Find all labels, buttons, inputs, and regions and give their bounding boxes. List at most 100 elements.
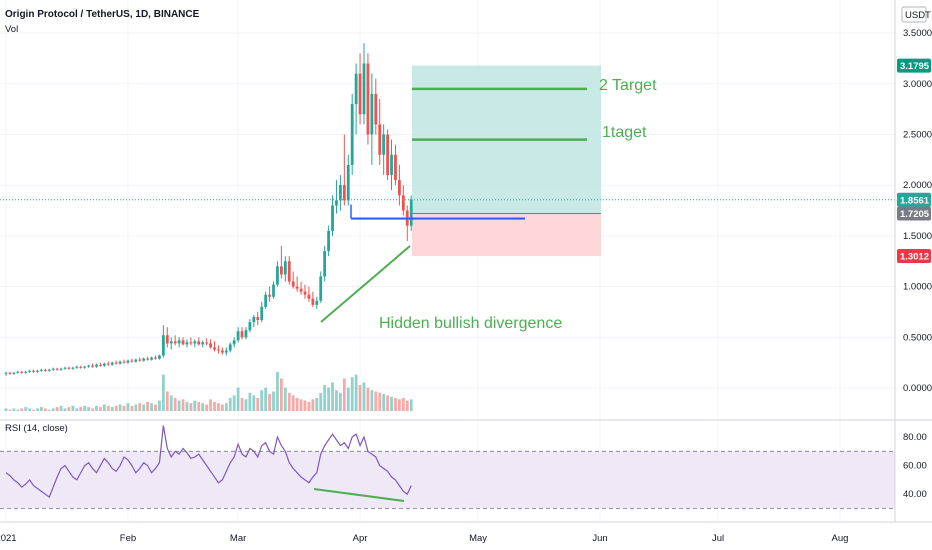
price-tick-label: 0.5000 <box>903 332 932 343</box>
volume-bar <box>232 395 236 411</box>
candle-body <box>118 361 122 364</box>
candle-body <box>386 134 389 176</box>
candle-body <box>342 185 346 201</box>
time-tick-label: Jun <box>592 533 607 544</box>
candle-body <box>236 331 240 341</box>
candle-body <box>354 73 358 105</box>
volume-bar <box>362 382 366 411</box>
currency-badge[interactable] <box>901 6 927 23</box>
candle-body <box>295 286 299 289</box>
volume-bar <box>248 392 252 411</box>
volume-bar <box>370 390 374 411</box>
candle-body <box>338 185 342 201</box>
candle-body <box>209 343 212 348</box>
candle-body <box>217 349 220 351</box>
candle-body <box>91 365 94 367</box>
candle-body <box>75 366 79 368</box>
volume-bar <box>79 407 83 411</box>
volume-bar <box>295 398 299 411</box>
volume-bar <box>276 372 279 411</box>
volume-bar <box>386 395 389 411</box>
candle-body <box>244 330 248 338</box>
volume-bar <box>331 382 334 411</box>
price-tag-label: 3.1795 <box>900 61 930 72</box>
candle-body <box>122 361 126 363</box>
candle-body <box>169 341 173 344</box>
volume-bar <box>91 408 94 411</box>
volume-bar <box>256 398 260 411</box>
candle-body <box>20 371 24 373</box>
volume-bar <box>311 399 315 411</box>
volume-bar <box>338 392 342 411</box>
candle-body <box>276 266 279 285</box>
volume-bar <box>106 405 110 411</box>
candle-body <box>268 294 271 297</box>
candle-body <box>248 322 252 331</box>
candle-body <box>398 180 401 196</box>
candle-body <box>335 200 338 206</box>
divergence-trendline <box>320 245 411 323</box>
volume-bar <box>299 399 303 411</box>
annotations[interactable] <box>313 87 587 502</box>
candle-body <box>224 350 228 353</box>
rsi-tick-label: 60.00 <box>903 461 927 472</box>
candle-body <box>409 199 413 226</box>
price-tick-label: 2.0000 <box>903 180 932 191</box>
candle-body <box>99 364 102 366</box>
volume-bar <box>382 394 386 411</box>
loss-zone <box>412 213 601 257</box>
rsi-tick-label: 80.00 <box>903 432 927 443</box>
candle-body <box>394 154 397 181</box>
volume-bar <box>110 407 114 411</box>
candle-body <box>362 63 366 115</box>
candle-body <box>287 261 291 282</box>
volume-bar <box>165 391 169 411</box>
volume-bar <box>307 401 311 411</box>
volume-bar <box>240 398 244 411</box>
candle-body <box>134 359 138 362</box>
candle-body <box>47 369 51 371</box>
candle-body <box>220 350 224 353</box>
rsi-line <box>5 425 412 499</box>
candle-body <box>323 251 327 277</box>
candle-body <box>95 364 98 367</box>
volume-bar <box>366 387 370 411</box>
volume-bar <box>63 408 67 411</box>
candle-body <box>67 367 71 369</box>
price-tick-label: 3.5000 <box>903 28 932 39</box>
volume-bar <box>354 374 358 411</box>
volume-bar <box>220 404 224 411</box>
candle-body <box>165 335 169 344</box>
volume-bar <box>346 387 350 411</box>
rsi-band <box>0 451 895 509</box>
volume-bar <box>154 404 157 411</box>
time-tick-label: Jul <box>712 533 724 544</box>
candle-body <box>185 342 189 345</box>
candle-body <box>63 367 67 369</box>
volume-bar <box>99 407 102 411</box>
candle-body <box>32 370 35 372</box>
position-tool[interactable] <box>0 65 895 257</box>
candle-body <box>303 291 307 295</box>
volume-bar <box>303 400 307 411</box>
price-tick-label: 2.5000 <box>903 130 932 141</box>
volume-bar <box>71 405 75 411</box>
volume-bar <box>161 374 165 411</box>
candle-body <box>146 358 150 360</box>
volume-bar <box>51 408 55 411</box>
volume-bar <box>75 408 79 411</box>
volume-bar <box>67 407 71 411</box>
volume-bar <box>335 390 338 411</box>
volume-bar <box>47 409 51 411</box>
volume-bar <box>24 407 28 411</box>
volume-bar <box>4 408 8 411</box>
candle-body <box>315 300 319 305</box>
candle-body <box>114 362 118 364</box>
volume-bar <box>279 378 283 411</box>
volume-bar <box>405 400 409 411</box>
volume-bar <box>142 404 146 411</box>
volume-bars <box>4 372 413 411</box>
volume-bar <box>236 387 240 411</box>
